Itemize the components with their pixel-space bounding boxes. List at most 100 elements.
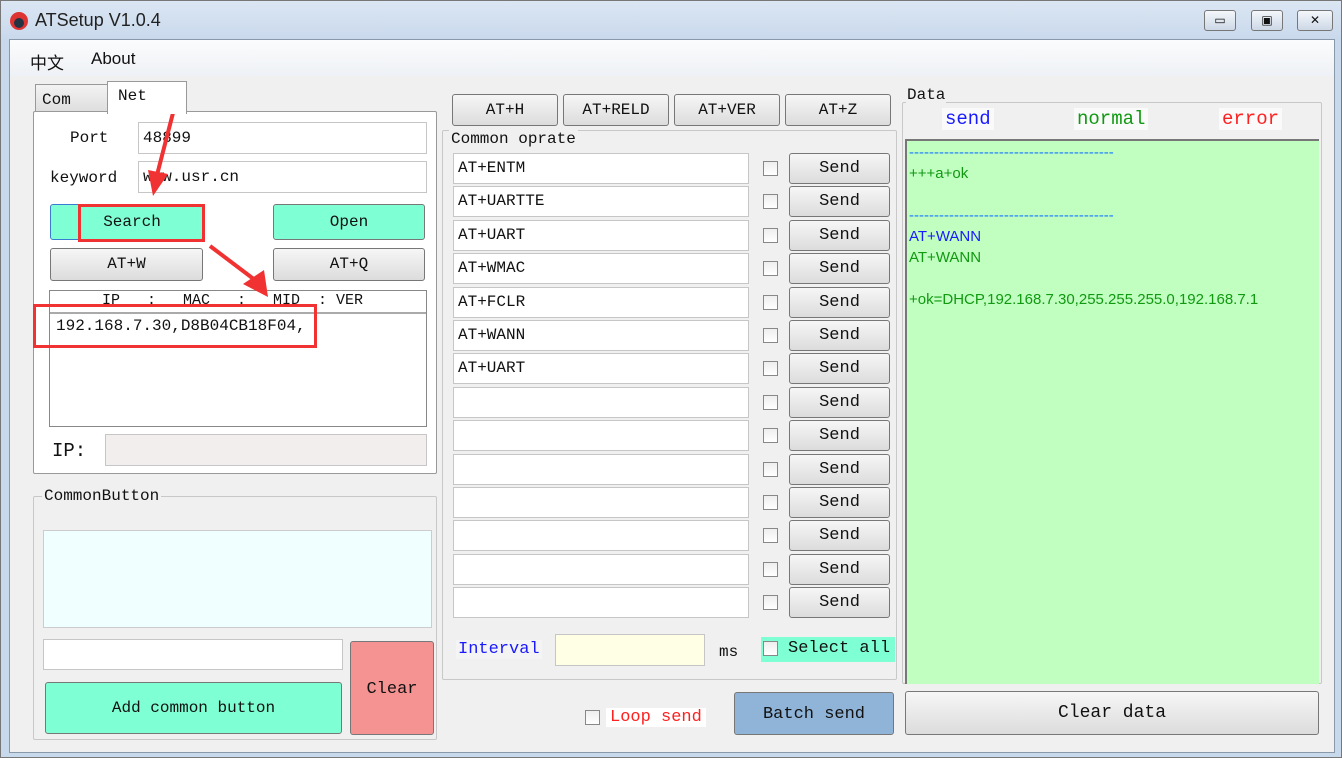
- send-button[interactable]: Send: [789, 453, 890, 485]
- send-button[interactable]: Send: [789, 520, 890, 552]
- at-reld-button[interactable]: AT+RELD: [563, 94, 669, 126]
- common-oprate-group: [442, 130, 897, 680]
- send-button[interactable]: Send: [789, 186, 890, 218]
- send-button[interactable]: Send: [789, 353, 890, 385]
- command-input[interactable]: [453, 453, 749, 485]
- command-checkbox[interactable]: [763, 261, 778, 277]
- send-button[interactable]: Send: [789, 219, 890, 251]
- window-title: ATSetup V1.0.4: [35, 10, 161, 30]
- clear-data-button[interactable]: Clear data: [905, 691, 1319, 735]
- send-button[interactable]: Send: [789, 320, 890, 351]
- menu-bar: 中文 About: [10, 40, 1334, 76]
- data-log-line: ----------------------------------------…: [909, 144, 1114, 161]
- command-checkbox[interactable]: [763, 561, 778, 577]
- select-all-label: Select all: [788, 639, 891, 658]
- data-log-line: +ok=DHCP,192.168.7.30,255.255.255.0,192.…: [909, 291, 1259, 308]
- command-checkbox[interactable]: [763, 428, 778, 444]
- command-input[interactable]: AT+WANN: [453, 320, 749, 351]
- annotation-box-result: [33, 304, 317, 348]
- command-input[interactable]: AT+UARTTE: [453, 186, 749, 218]
- command-input[interactable]: [453, 487, 749, 518]
- loop-send-label: Loop send: [606, 708, 706, 727]
- interval-label: Interval: [456, 640, 542, 659]
- send-button[interactable]: Send: [789, 487, 890, 518]
- add-common-button[interactable]: Add common button: [45, 682, 342, 734]
- annotation-arrows-icon: [148, 112, 268, 297]
- command-checkbox[interactable]: [763, 595, 778, 611]
- data-title: Data: [906, 86, 947, 104]
- send-button[interactable]: Send: [789, 386, 890, 418]
- keyword-label: keyword: [50, 169, 118, 187]
- data-log-line: [909, 270, 1317, 291]
- clear-button[interactable]: Clear: [350, 641, 434, 735]
- at-h-button[interactable]: AT+H: [452, 94, 558, 126]
- minimize-button[interactable]: ▭: [1204, 10, 1236, 31]
- tab-net[interactable]: Net: [107, 81, 187, 114]
- command-checkbox[interactable]: [763, 294, 778, 310]
- command-input[interactable]: [453, 520, 749, 552]
- legend-send: send: [942, 108, 994, 130]
- app-logo-icon: [10, 12, 28, 30]
- select-all-check-icon: [763, 641, 778, 656]
- data-log[interactable]: ----------------------------------------…: [905, 139, 1319, 684]
- command-input[interactable]: AT+FCLR: [453, 286, 749, 318]
- command-input[interactable]: AT+ENTM: [453, 153, 749, 184]
- interval-input[interactable]: [555, 634, 705, 666]
- command-checkbox[interactable]: [763, 495, 778, 510]
- common-oprate-title: Common oprate: [449, 130, 578, 148]
- send-button[interactable]: Send: [789, 553, 890, 585]
- common-button-area: [43, 530, 432, 628]
- device-list-item[interactable]: 192.168.7.30,D8B04CB18F04,: [56, 317, 306, 335]
- command-checkbox[interactable]: [763, 528, 778, 544]
- at-ver-button[interactable]: AT+VER: [674, 94, 780, 126]
- send-button[interactable]: Send: [789, 587, 890, 619]
- data-log-line: +++a+ok: [909, 165, 969, 182]
- send-button[interactable]: Send: [789, 253, 890, 285]
- command-checkbox[interactable]: [763, 394, 778, 410]
- data-log-line: AT+WANN: [909, 228, 982, 245]
- command-checkbox[interactable]: [763, 227, 778, 243]
- command-input[interactable]: [453, 553, 749, 585]
- ip-label: IP:: [52, 440, 87, 462]
- device-list[interactable]: IP : MAC : MID : VER 192.168.7.30,D8B04C…: [49, 290, 427, 427]
- command-checkbox[interactable]: [763, 461, 778, 477]
- command-input[interactable]: [453, 420, 749, 452]
- command-checkbox[interactable]: [763, 328, 778, 343]
- search-label: Search: [103, 213, 161, 231]
- send-button[interactable]: Send: [789, 420, 890, 452]
- port-label: Port: [70, 129, 109, 147]
- at-z-button[interactable]: AT+Z: [785, 94, 891, 126]
- command-input[interactable]: AT+UART: [453, 219, 749, 251]
- tab-com[interactable]: Com: [35, 84, 108, 114]
- common-button-input[interactable]: [43, 639, 343, 670]
- data-log-line: AT+WANN: [909, 249, 982, 266]
- send-button[interactable]: Send: [789, 153, 890, 184]
- close-button[interactable]: ✕: [1297, 10, 1333, 31]
- command-checkbox[interactable]: [763, 361, 778, 377]
- ms-label: ms: [719, 643, 739, 661]
- command-input[interactable]: AT+UART: [453, 353, 749, 385]
- command-checkbox[interactable]: [763, 194, 778, 210]
- legend-error: error: [1219, 108, 1283, 130]
- common-button-group: [33, 496, 437, 740]
- menu-chinese[interactable]: 中文: [30, 54, 64, 73]
- keyword-input[interactable]: www.usr.cn: [138, 161, 427, 193]
- data-log-line: ----------------------------------------…: [909, 207, 1114, 224]
- ip-input[interactable]: [105, 434, 427, 466]
- command-input[interactable]: [453, 587, 749, 619]
- select-all-checkbox[interactable]: Select all: [761, 637, 895, 662]
- data-log-line: [909, 186, 1317, 207]
- maximize-button[interactable]: ▣: [1251, 10, 1283, 31]
- loop-send-checkbox[interactable]: [585, 710, 600, 725]
- batch-send-button[interactable]: Batch send: [734, 692, 894, 735]
- open-button[interactable]: Open: [273, 204, 425, 240]
- legend-normal: normal: [1074, 108, 1149, 130]
- at-w-button[interactable]: AT+W: [50, 248, 203, 281]
- annotation-box-search: [78, 204, 205, 242]
- command-input[interactable]: [453, 386, 749, 418]
- command-checkbox[interactable]: [763, 161, 778, 176]
- command-input[interactable]: AT+WMAC: [453, 253, 749, 285]
- send-button[interactable]: Send: [789, 286, 890, 318]
- at-q-button[interactable]: AT+Q: [273, 248, 425, 281]
- menu-about[interactable]: About: [91, 49, 136, 68]
